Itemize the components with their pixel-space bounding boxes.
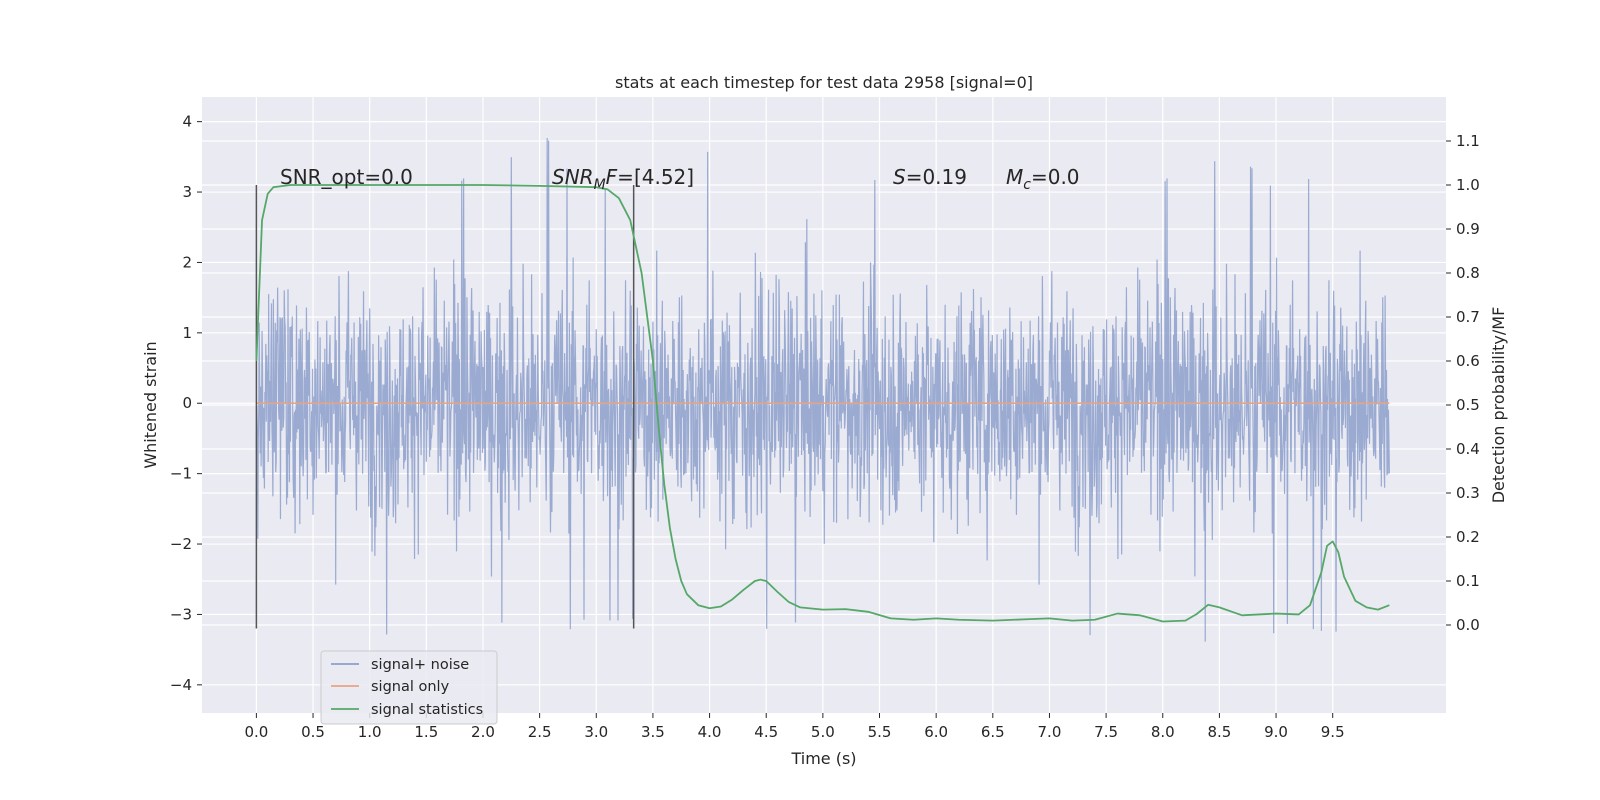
x-tick-label: 8.0	[1151, 723, 1175, 741]
x-tick-label: 4.5	[754, 723, 778, 741]
x-tick-label: 1.0	[358, 723, 382, 741]
y-tick-label: −1	[170, 465, 192, 483]
y2-tick-label: 0.6	[1456, 352, 1480, 370]
x-tick-label: 4.0	[698, 723, 722, 741]
x-tick-label: 7.0	[1038, 723, 1062, 741]
legend-label-signal-statistics: signal statistics	[371, 702, 483, 718]
y2-tick-label: 0.1	[1456, 572, 1480, 590]
x-tick-label: 9.5	[1321, 723, 1345, 741]
series-signal-statistics	[255, 184, 1390, 623]
y2-axis-label: Detection probability/MF	[1489, 307, 1508, 504]
y-tick-label: −3	[170, 605, 192, 623]
s-value: =0.19	[906, 165, 967, 189]
y-tick-label: −2	[170, 535, 192, 553]
s-italic: S	[893, 165, 906, 189]
annotation-s: S=0.19	[893, 165, 967, 189]
mc-italic: M	[1006, 165, 1023, 189]
x-tick-label: 2.5	[528, 723, 552, 741]
x-tick-label: 1.5	[414, 723, 438, 741]
y-tick-label: 0	[182, 394, 192, 412]
y-tick-label: −4	[170, 676, 192, 694]
plot-marks	[255, 137, 1390, 642]
x-tick-label: 2.0	[471, 723, 495, 741]
snr-mf-equals: =	[617, 165, 634, 189]
y2-tick-label: 1.1	[1456, 132, 1480, 150]
y2-tick-label: 0.5	[1456, 396, 1480, 414]
y2-tick-label: 0.4	[1456, 440, 1480, 458]
x-tick-label: 9.0	[1264, 723, 1288, 741]
legend: signal+ noise signal only signal statist…	[320, 650, 498, 725]
snr-mf-italic: SNR	[552, 165, 594, 189]
x-tick-label: 7.5	[1094, 723, 1118, 741]
x-tick-label: 5.5	[868, 723, 892, 741]
series-signal-noise	[255, 137, 1390, 642]
x-axis-ticks: 0.0 0.5 1.0 1.5 2.0 2.5 3.0 3.5 4.0 4.5 5.0 5.5 6.0 6…	[244, 713, 1345, 741]
x-tick-label: 3.5	[641, 723, 665, 741]
legend-box	[320, 650, 498, 725]
y-tick-label: 3	[182, 183, 192, 201]
y2-tick-label: 0.8	[1456, 264, 1480, 282]
legend-label-signal-noise: signal+ noise	[371, 657, 469, 673]
snr-mf-subscript: M	[594, 177, 606, 193]
annotation-mc: Mc=0.0	[1006, 165, 1080, 193]
x-tick-label: 3.0	[584, 723, 608, 741]
x-tick-label: 0.0	[244, 723, 268, 741]
y-tick-label: 4	[182, 113, 192, 131]
y2-axis-ticks: 0.0 0.1 0.2 0.3 0.4 0.5 0.6 0.7 0.8 0.9 1.0 1.1	[1446, 132, 1480, 634]
y-tick-label: 2	[182, 253, 192, 271]
y2-tick-label: 0.9	[1456, 220, 1480, 238]
annotation-snr-opt: SNR_opt=0.0	[280, 165, 413, 189]
y2-tick-label: 0.7	[1456, 308, 1480, 326]
annotation-snr-mf: SNRMF=[4.52]	[552, 165, 694, 193]
y2-tick-label: 1.0	[1456, 176, 1480, 194]
x-tick-label: 6.5	[981, 723, 1005, 741]
y2-tick-label: 0.0	[1456, 616, 1480, 634]
x-tick-label: 5.0	[811, 723, 835, 741]
y2-tick-label: 0.2	[1456, 528, 1480, 546]
y2-tick-label: 0.3	[1456, 484, 1480, 502]
legend-label-signal-only: signal only	[371, 679, 450, 695]
snr-mf-value: [4.52]	[634, 165, 694, 189]
snr-mf-italic-f: F	[606, 165, 618, 189]
y-tick-label: 1	[182, 324, 192, 342]
mc-subscript: c	[1023, 177, 1031, 193]
y-axis-ticks: −4 −3 −2 −1 0 1 2 3 4	[170, 113, 202, 694]
y-axis-label: Whitened strain	[141, 341, 160, 468]
x-axis-label: Time (s)	[790, 749, 856, 768]
chart-title: stats at each timestep for test data 295…	[615, 73, 1033, 92]
mc-value: =0.0	[1031, 165, 1080, 189]
x-tick-label: 8.5	[1207, 723, 1231, 741]
x-tick-label: 0.5	[301, 723, 325, 741]
x-tick-label: 6.0	[924, 723, 948, 741]
